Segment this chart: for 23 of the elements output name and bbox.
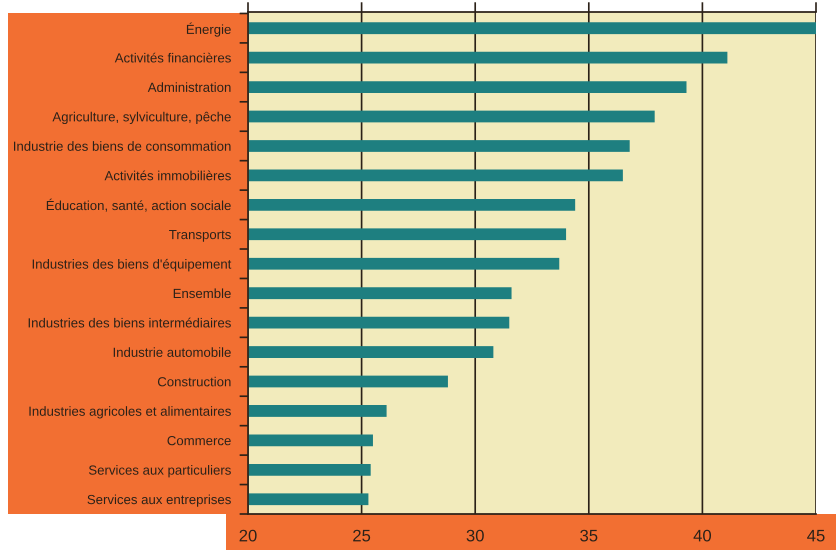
y-tick-label: Services aux entreprises	[87, 494, 231, 507]
y-tick-label: Industries des biens intermédiaires	[28, 318, 231, 328]
y-tick-label: Services aux particuliers	[88, 465, 231, 478]
x-tick-label: 30	[466, 530, 484, 542]
x-tick-label: 35	[580, 530, 598, 542]
x-tick-label: 40	[694, 530, 712, 542]
y-tick-label: Transports	[169, 230, 231, 242]
y-tick-label: Industrie automobile	[114, 347, 231, 357]
y-tick-label: Éducation, santé, action sociale	[46, 198, 231, 212]
y-tick-label: Industries des biens d'équipement	[32, 258, 232, 272]
y-tick-label: Administration	[148, 82, 230, 92]
x-tick-label: 25	[353, 530, 370, 542]
y-tick-label: Ensemble	[174, 288, 231, 298]
y-tick-label: Agriculture, sylviculture, pêche	[52, 112, 231, 124]
y-tick-label: Construction	[158, 376, 230, 386]
x-tick-label: 20	[240, 530, 257, 542]
y-tick-label: Industries agricoles et alimentaires	[29, 406, 231, 418]
y-tick-label: Activités immobilières	[104, 170, 231, 180]
x-tick-label: 45	[807, 530, 825, 542]
y-tick-label: Activités financières	[114, 52, 231, 63]
y-tick-label: Énergie	[186, 22, 231, 37]
y-tick-label: Industrie des biens de consommation	[14, 141, 230, 151]
y-tick-label: Commerce	[167, 436, 231, 446]
